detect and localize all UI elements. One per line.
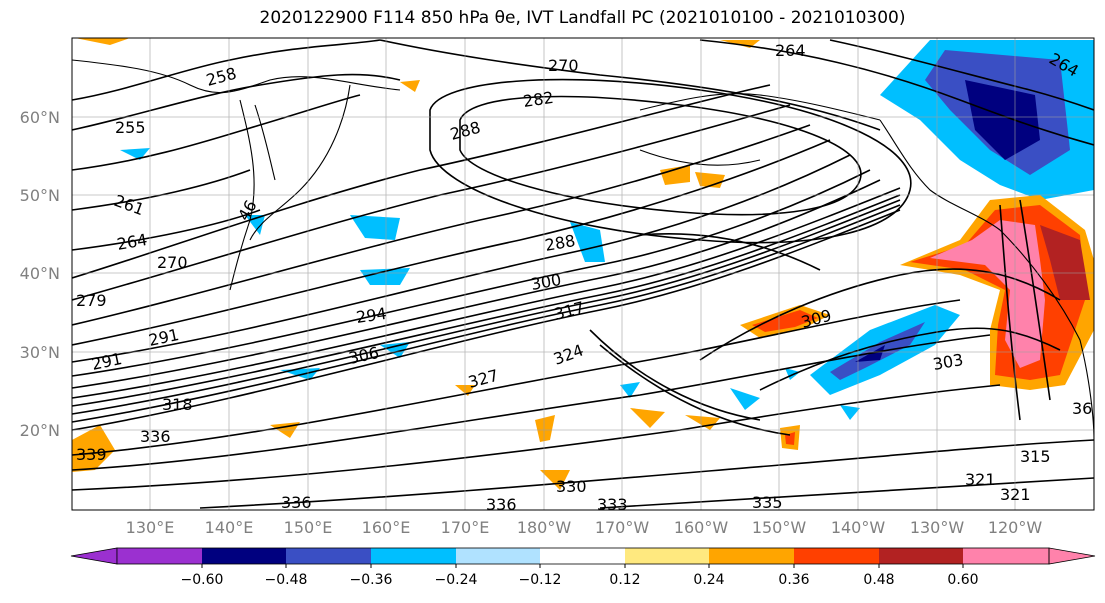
colorbar-bin [371, 548, 456, 564]
colorbar-tick-label: −0.60 [181, 572, 224, 588]
lon-label: 140°E [205, 518, 254, 537]
colorbar-border [116, 547, 1050, 565]
contour-label: 255 [115, 118, 146, 137]
colorbar-bin [117, 548, 202, 564]
contour-label: 279 [76, 291, 107, 310]
colorbar-tick-label: 0.24 [693, 572, 724, 588]
colorbar-extend-min [70, 547, 118, 565]
map-frame [71, 37, 1095, 511]
negative-shading [120, 40, 1094, 420]
lon-label: 170°W [595, 518, 650, 537]
contour-label: 321 [1000, 485, 1031, 504]
contour-label: 339 [76, 445, 107, 464]
lon-label: 180°W [517, 518, 572, 537]
lon-label: 150°W [752, 518, 807, 537]
lon-label: 160°W [674, 518, 729, 537]
contour-label: 336 [486, 495, 517, 514]
lon-label: 160°E [362, 518, 411, 537]
colorbar-tick-label: 0.48 [863, 572, 894, 588]
longitude-labels: 130°E 140°E 150°E 160°E 170°E 180°W 170°… [126, 518, 1043, 537]
lon-label: 120°W [988, 518, 1043, 537]
contour-label: 336 [281, 493, 312, 512]
colorbar-bin [540, 548, 625, 564]
lon-label: 130°W [910, 518, 965, 537]
plot-title: 2020122900 F114 850 hPa θe, IVT Landfall… [259, 8, 906, 28]
colorbar: −0.60 −0.48 −0.36 −0.24 −0.12 0.12 0.24 0.36 0.4… [70, 547, 1096, 588]
contour-label: 315 [1020, 447, 1051, 466]
colorbar-bin [879, 548, 963, 564]
contour-label: 321 [965, 470, 996, 489]
colorbar-tick-label: 0.12 [609, 572, 640, 588]
lon-label: 140°W [831, 518, 886, 537]
lon-label: 150°E [284, 518, 333, 537]
colorbar-bin [794, 548, 879, 564]
lat-label-50n: 50°N [20, 186, 60, 205]
colorbar-tick-label: −0.12 [519, 572, 562, 588]
graticule [72, 38, 1094, 510]
colorbar-bin [963, 548, 1049, 564]
contour-label: 270 [157, 253, 188, 272]
lon-label: 170°E [441, 518, 490, 537]
contour-label: 270 [548, 56, 579, 75]
contour-label: 36 [1072, 399, 1092, 418]
contour-label: 282 [522, 88, 555, 111]
contour-label: 335 [752, 493, 783, 512]
colorbar-bin [625, 548, 709, 564]
colorbar-bin [709, 548, 794, 564]
colorbar-extend-max [1048, 547, 1096, 565]
contour-label: 333 [597, 495, 628, 514]
contour-label: 264 [775, 41, 806, 60]
lat-label-30n: 30°N [20, 343, 60, 362]
lat-label-20n: 20°N [20, 421, 60, 440]
contour-label: 294 [355, 304, 388, 327]
colorbar-bin [286, 548, 371, 564]
lat-label-60n: 60°N [20, 108, 60, 127]
lat-label-40n: 40°N [20, 264, 60, 283]
colorbar-bin [456, 548, 540, 564]
theta-e-contours [72, 39, 1094, 509]
colorbar-tick-label: −0.24 [435, 572, 478, 588]
colorbar-tick-label: 0.36 [778, 572, 809, 588]
lon-label: 130°E [126, 518, 175, 537]
colorbar-bin [202, 548, 286, 564]
colorbar-tick-label: −0.48 [265, 572, 308, 588]
colorbar-tick-label: 0.60 [947, 572, 978, 588]
contour-label: 330 [556, 477, 587, 496]
contour-label: 336 [140, 427, 171, 446]
latitude-labels: 60°N 50°N 40°N 30°N 20°N [20, 108, 60, 440]
colorbar-tick-label: −0.36 [350, 572, 393, 588]
coastlines [72, 59, 1094, 441]
contour-label: 318 [162, 395, 193, 414]
